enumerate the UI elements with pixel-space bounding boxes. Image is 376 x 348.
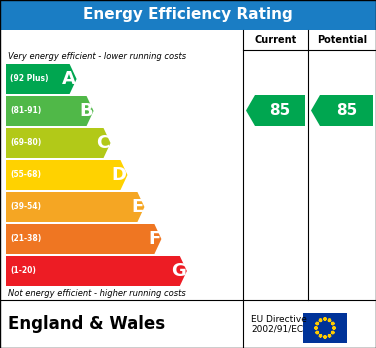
Polygon shape [319,319,322,322]
Polygon shape [332,327,336,330]
Text: EU Directive: EU Directive [251,315,307,324]
Polygon shape [6,96,94,126]
Polygon shape [315,331,319,334]
Polygon shape [6,160,127,190]
Text: (81-91): (81-91) [10,106,41,116]
Text: 85: 85 [269,103,291,118]
Text: England & Wales: England & Wales [8,315,165,333]
Polygon shape [331,331,334,334]
Bar [0,0,376,30]
Text: 2002/91/EC: 2002/91/EC [251,324,303,333]
Bar [0,300,376,348]
Text: Not energy efficient - higher running costs: Not energy efficient - higher running co… [8,289,186,298]
Polygon shape [6,224,161,254]
Text: C: C [96,134,109,152]
Polygon shape [315,322,319,325]
Text: 85: 85 [336,103,357,118]
Text: (1-20): (1-20) [10,267,36,276]
Polygon shape [328,334,331,338]
Polygon shape [328,319,331,322]
Text: A: A [62,70,76,88]
Text: G: G [171,262,186,280]
Text: D: D [111,166,126,184]
Bar [303,313,347,343]
Polygon shape [314,327,318,330]
Polygon shape [323,335,327,339]
Text: Potential: Potential [317,35,367,45]
Polygon shape [6,256,187,286]
Text: Energy Efficiency Rating: Energy Efficiency Rating [83,8,293,23]
Polygon shape [323,318,327,321]
Polygon shape [6,64,77,94]
Text: (55-68): (55-68) [10,171,41,180]
Text: (21-38): (21-38) [10,235,41,244]
Text: (92 Plus): (92 Plus) [10,74,49,84]
Polygon shape [331,322,334,325]
Text: F: F [148,230,161,248]
Text: E: E [131,198,143,216]
Text: (39-54): (39-54) [10,203,41,212]
Text: Current: Current [255,35,297,45]
Polygon shape [319,334,322,338]
Polygon shape [6,128,111,158]
Polygon shape [246,95,305,126]
Text: (69-80): (69-80) [10,139,41,148]
Text: Very energy efficient - lower running costs: Very energy efficient - lower running co… [8,52,186,61]
Polygon shape [6,192,144,222]
Polygon shape [311,95,373,126]
Text: B: B [79,102,92,120]
